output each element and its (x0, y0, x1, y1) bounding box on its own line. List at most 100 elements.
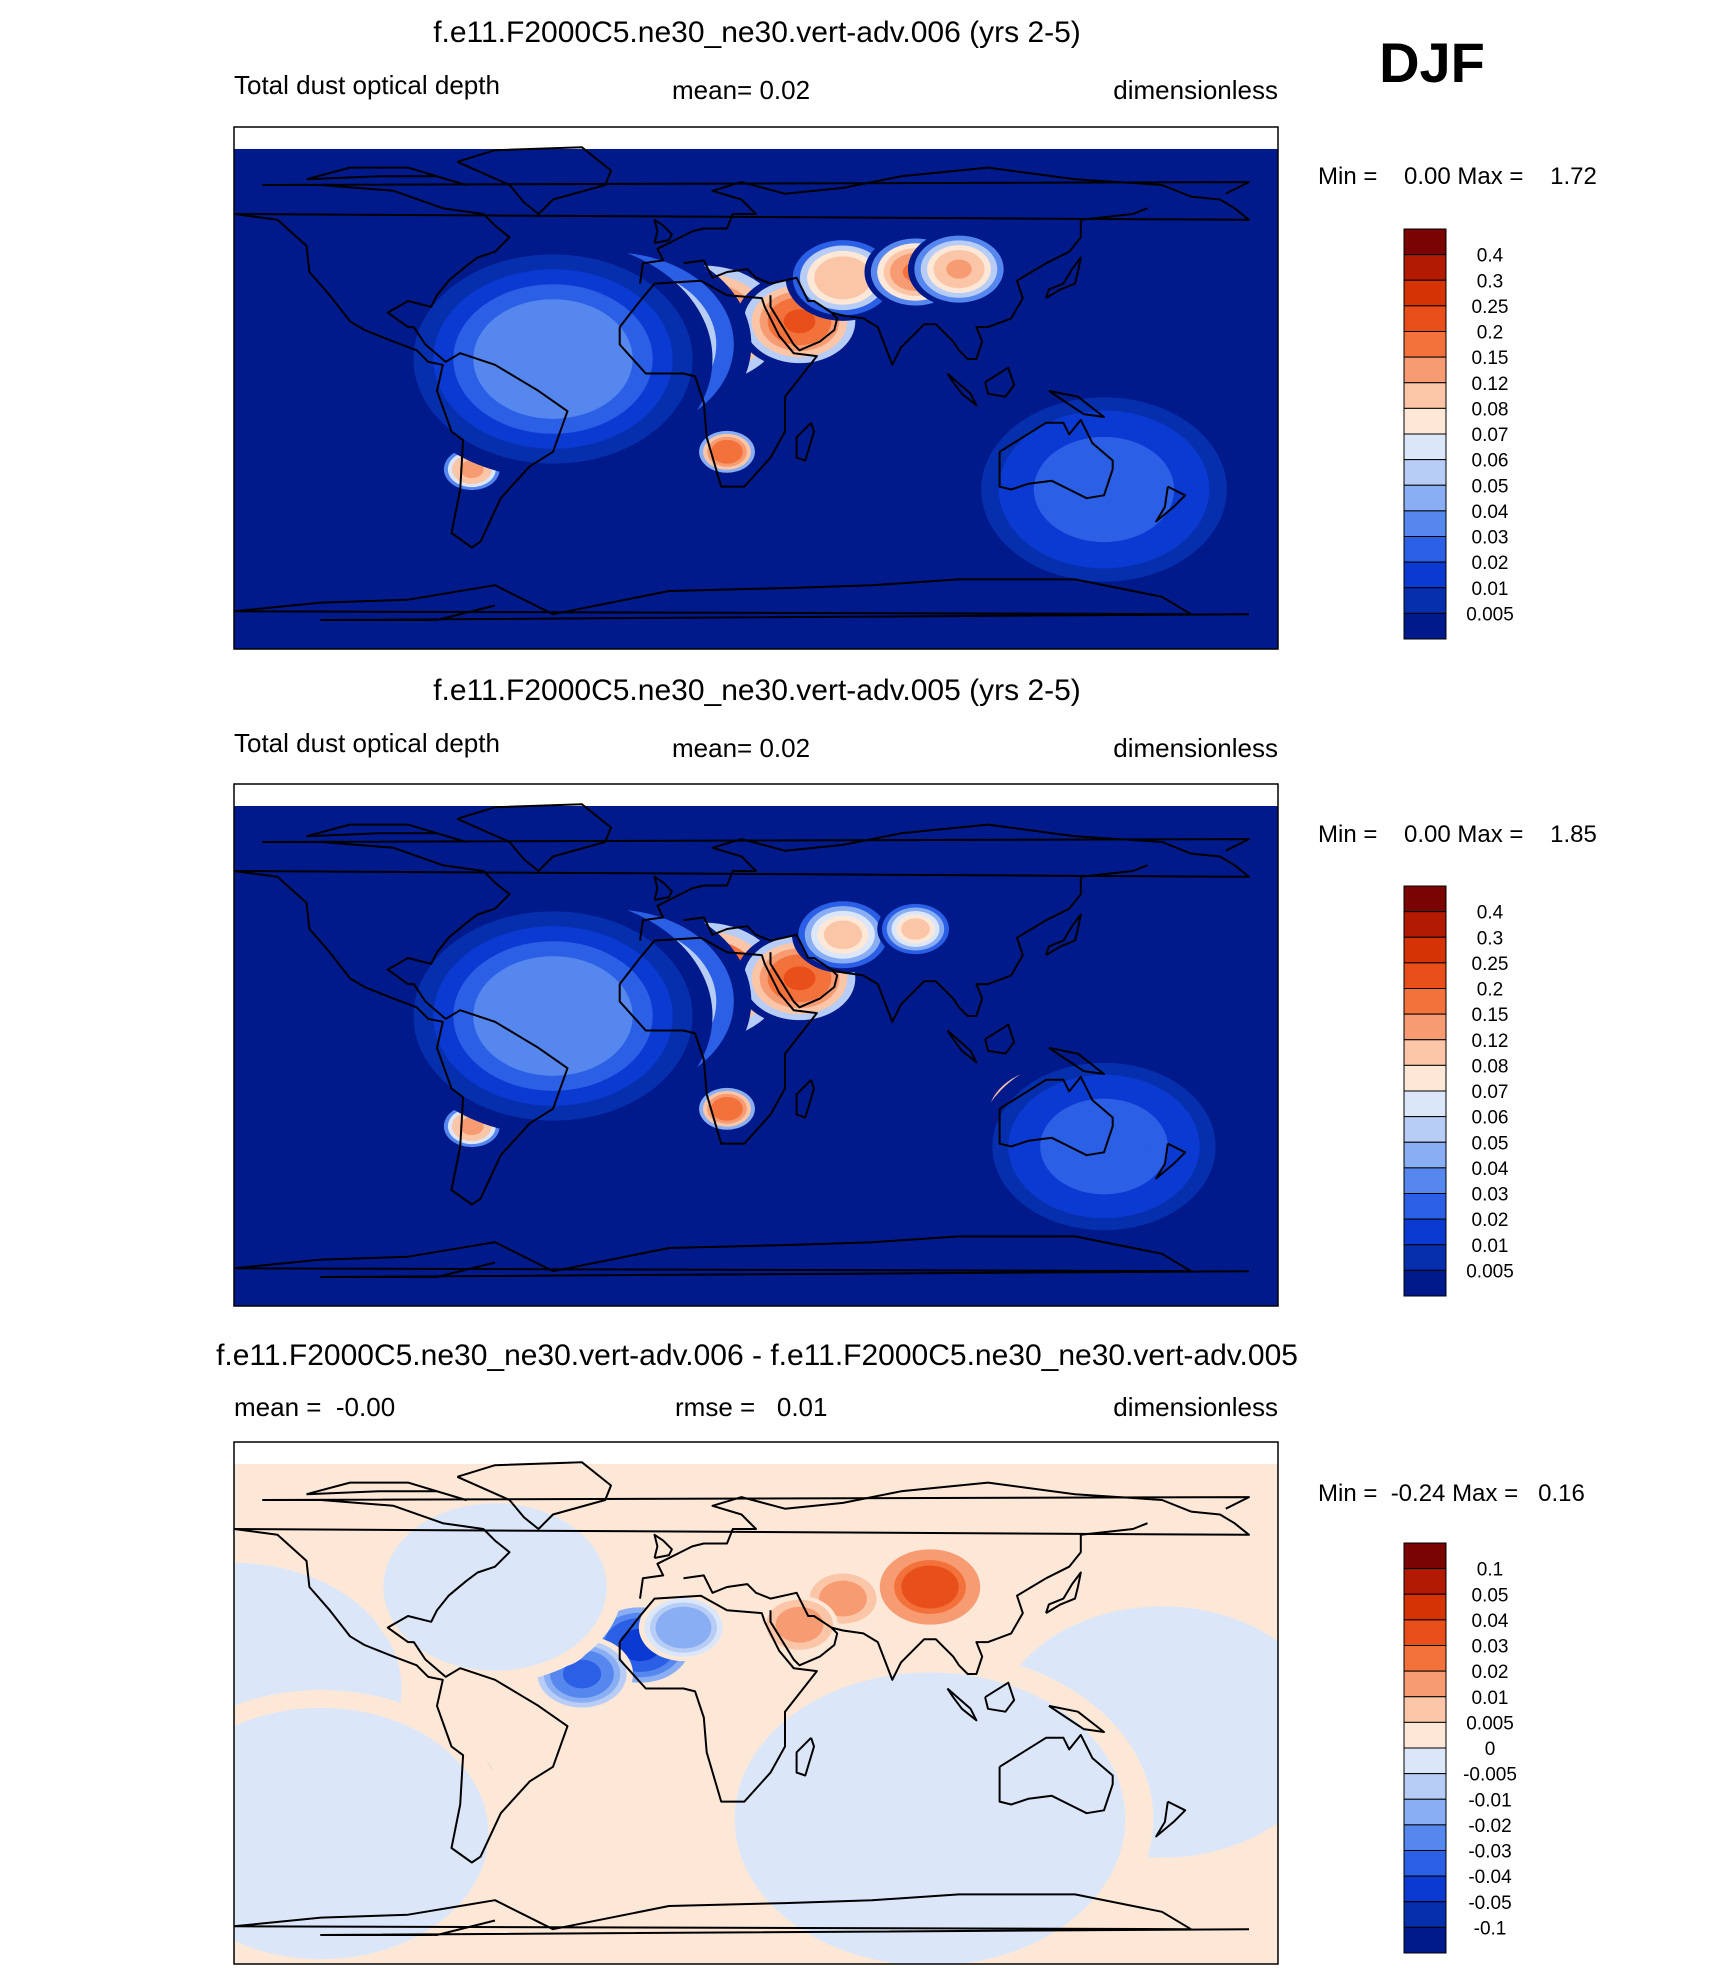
colorbar-box (1403, 1850, 1447, 1877)
colorbar-tick-label: 0.25 (1472, 954, 1509, 975)
colorbar-box (1403, 1064, 1447, 1092)
coastline (683, 259, 839, 352)
coastline (1048, 1704, 1105, 1733)
colorbar-box (1403, 510, 1447, 537)
colorbar-box (1403, 305, 1447, 332)
panel-3-left-label: mean = -0.00 (234, 1392, 395, 1422)
panel-1: f.e11.F2000C5.ne30_ne30.vert-adv.006 (yr… (233, 16, 1597, 650)
colorbar-tick-label: 0.08 (1472, 1056, 1509, 1077)
coastline (234, 578, 1192, 616)
panel-1-right-label: dimensionless (1113, 75, 1278, 105)
colorbar-box (1403, 1013, 1447, 1041)
colorbar-box (1403, 561, 1447, 589)
panel-3-colorbar: 0.1 0.05 0.04 0.03 0.02 0.01 0.005 0 -0.005 -0.01… (1403, 1542, 1517, 1954)
panel-1-left-label: Total dust optical depth (234, 70, 500, 100)
colorbar-box (1403, 911, 1447, 938)
colorbar-tick-label: 0.03 (1472, 1185, 1509, 1206)
colorbar-tick-label: -0.05 (1468, 1893, 1511, 1914)
coastline (1155, 1800, 1187, 1838)
colorbar-tick-label: -0.1 (1474, 1918, 1507, 1939)
colorbar-tick-label: 0.02 (1472, 1210, 1509, 1231)
field-contour (677, 1623, 690, 1632)
field-contour (1138, 1714, 1186, 1750)
coastline (984, 1681, 1016, 1713)
field-contour (838, 1595, 848, 1603)
colorbar-box (1403, 587, 1447, 614)
colorbar-tick-label: 0.08 (1472, 399, 1509, 420)
colorbar-box (1403, 1875, 1447, 1903)
field-contour (533, 1001, 573, 1031)
colorbar-tick-label: 0.1 (1477, 1560, 1503, 1581)
coastline (618, 279, 818, 488)
colorbar-tick-label: 0.005 (1466, 1713, 1514, 1734)
colorbar-tick-label: 0.15 (1472, 348, 1509, 369)
colorbar-box (1403, 1167, 1447, 1194)
panel-2-colorbar: 0.4 0.3 0.25 0.2 0.15 0.12 0.08 0.07 0.06 0.05 0.0… (1403, 885, 1514, 1297)
panel-3-center-label: rmse = 0.01 (675, 1392, 827, 1422)
colorbar-tick-label: 0.4 (1477, 903, 1504, 924)
colorbar-box (1403, 1721, 1447, 1749)
panel-2-right-label: dimensionless (1113, 733, 1278, 763)
colorbar-box (1403, 885, 1447, 913)
colorbar-box (1403, 1141, 1447, 1169)
colorbar-box (1403, 1218, 1447, 1246)
map-frame (233, 1441, 1279, 1965)
colorbar-box (1403, 1039, 1447, 1066)
colorbar-tick-label: 0.05 (1472, 1133, 1509, 1154)
panel-2-minmax: Min = 0.00 Max = 1.85 (1318, 821, 1597, 848)
colorbar-tick-label: 0.03 (1472, 1637, 1509, 1658)
coastline (795, 1079, 815, 1119)
field-contour (910, 925, 921, 933)
field-contour (479, 1575, 511, 1599)
colorbar-box (1403, 1542, 1447, 1570)
coastline (683, 916, 839, 1009)
colorbar-tick-label: 0.25 (1472, 297, 1509, 318)
map-frame (233, 126, 1279, 650)
colorbar-tick-label: -0.04 (1468, 1867, 1512, 1888)
colorbar-box (1403, 1926, 1447, 1954)
colorbar-tick-label: 0.3 (1477, 271, 1503, 292)
coastline (1048, 1046, 1105, 1075)
coastline (1155, 485, 1187, 523)
coastline (234, 1235, 1192, 1273)
colorbar-box (1403, 1747, 1447, 1775)
field-contour (297, 1815, 345, 1852)
coastline (795, 1737, 815, 1777)
panel-2-map (233, 783, 1279, 1307)
field-contour (1086, 476, 1122, 503)
colorbar-box (1403, 382, 1447, 409)
coastline (234, 1893, 1192, 1931)
field-contour (467, 466, 476, 473)
colorbar-tick-label: 0.2 (1477, 980, 1503, 1001)
panel-3: f.e11.F2000C5.ne30_ne30.vert-adv.006 - f… (216, 1339, 1585, 1965)
coastline (306, 823, 467, 843)
coastline (320, 1919, 1250, 1936)
panel-2-left-label: Total dust optical depth (234, 728, 500, 758)
colorbar-box (1403, 1696, 1447, 1723)
map-frame (233, 783, 1279, 1307)
coastline (1045, 913, 1082, 956)
coastline (984, 1023, 1016, 1055)
colorbar-box (1403, 988, 1447, 1015)
colorbar-box (1403, 459, 1447, 486)
colorbar-tick-label: -0.005 (1463, 1765, 1517, 1786)
field-contour (533, 344, 573, 374)
coastline (234, 1496, 1250, 1864)
colorbar-tick-label: -0.02 (1468, 1816, 1511, 1837)
coastline (998, 1733, 1114, 1815)
colorbar-box (1403, 936, 1447, 964)
season-label: DJF (1379, 31, 1485, 94)
colorbar-box (1403, 356, 1447, 384)
coastline (1045, 256, 1082, 299)
colorbar-box (1403, 1798, 1447, 1826)
field-contour (234, 1670, 258, 1707)
colorbar-box (1403, 1568, 1447, 1595)
field-contour (467, 1123, 476, 1130)
colorbar-tick-label: 0 (1485, 1739, 1496, 1760)
colorbar-box (1403, 1619, 1447, 1646)
colorbar-box (1403, 228, 1447, 256)
coastline (1045, 1571, 1082, 1614)
colorbar-tick-label: 0.04 (1472, 1611, 1509, 1632)
colorbar-box (1403, 484, 1447, 512)
